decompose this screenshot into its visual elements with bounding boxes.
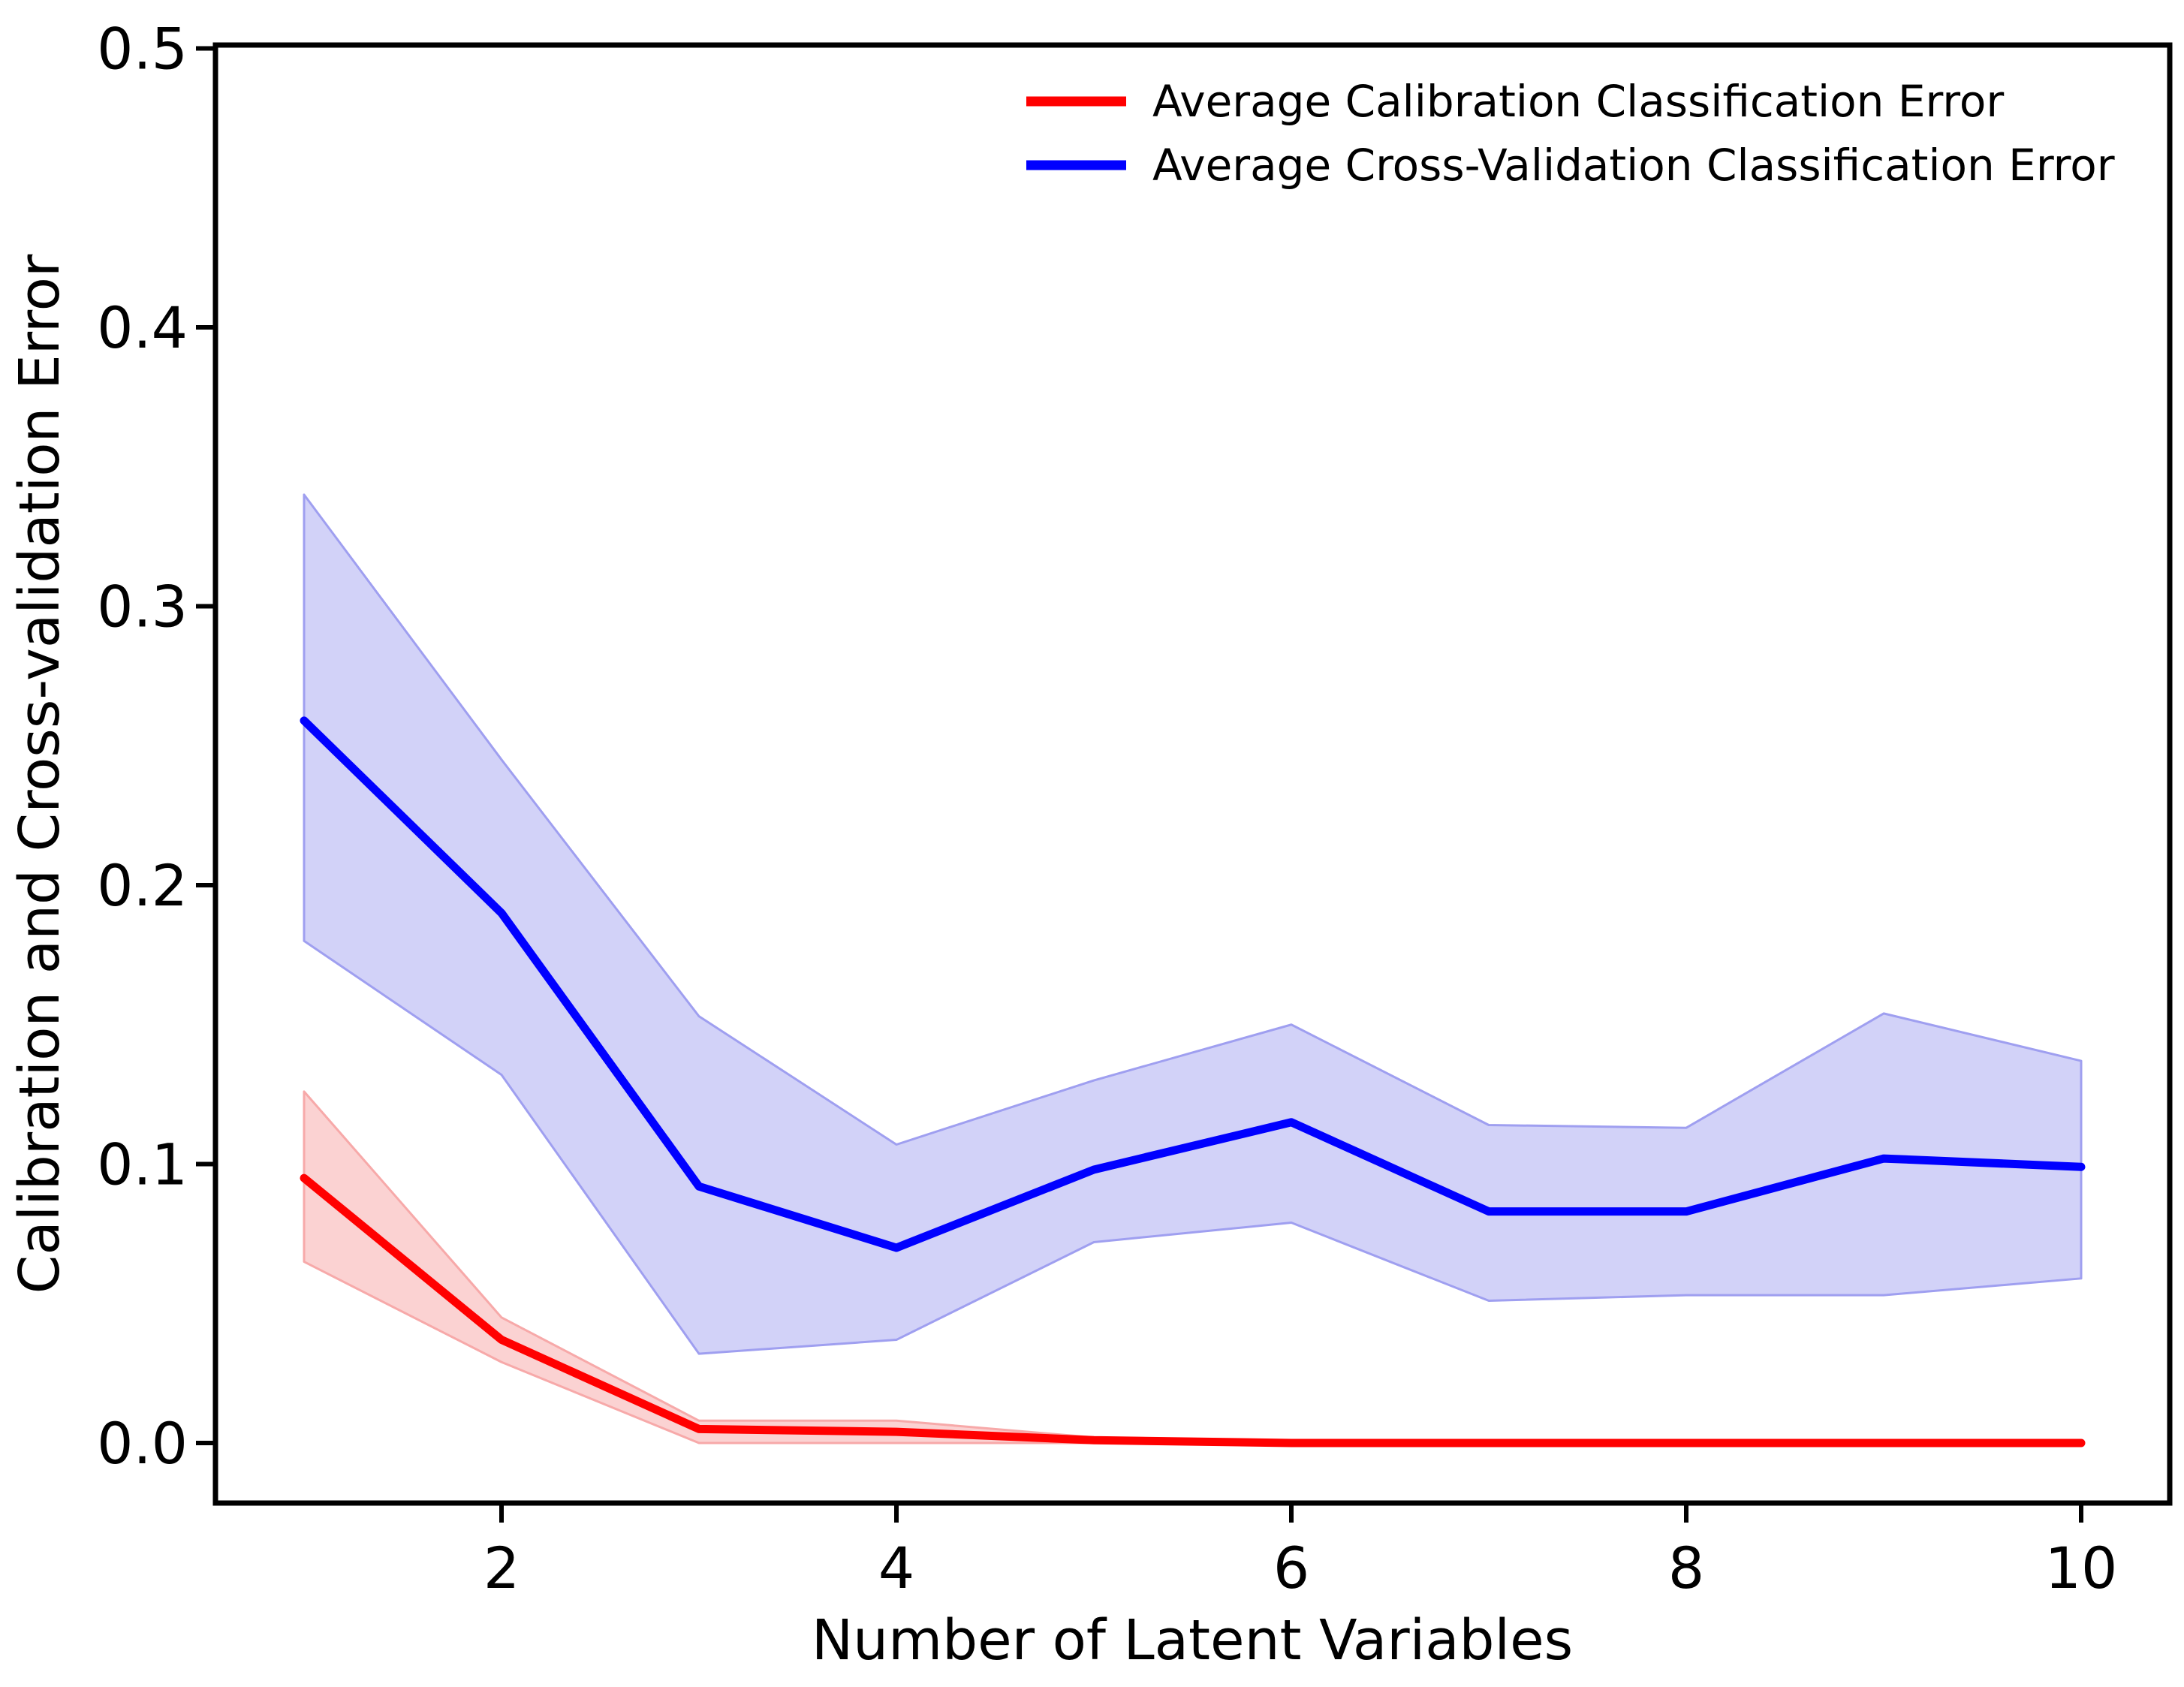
y-axis-label: Calibration and Cross-validation Error	[8, 254, 72, 1294]
x-tick-label: 10	[2045, 1535, 2118, 1601]
cross-validation-band	[303, 493, 2083, 1355]
y-tick-label: 0.1	[97, 1131, 188, 1198]
x-tick-label: 6	[1273, 1535, 1309, 1601]
y-tick-label: 0.4	[97, 294, 188, 361]
calibration-legend-label: Average Calibration Classification Error	[1152, 76, 2004, 127]
plot-area: 2 4 6 8 10 0.0 0.1 0.2 0.3 0.4 0.5	[97, 16, 2173, 1601]
axes-spines	[212, 42, 2173, 1506]
cross-validation-line	[300, 716, 2086, 1252]
y-tick-label: 0.0	[97, 1410, 188, 1477]
legend: Average Calibration Classification Error…	[1026, 76, 2115, 191]
y-tick-label: 0.5	[97, 16, 188, 83]
calibration-line	[300, 1173, 2086, 1448]
x-axis-label: Number of Latent Variables	[812, 1608, 1573, 1673]
x-tick-label: 2	[483, 1535, 520, 1601]
cross-validation-legend-label: Average Cross-Validation Classification …	[1152, 140, 2115, 191]
y-tick-label: 0.2	[97, 852, 188, 919]
x-tick-label: 8	[1668, 1535, 1704, 1601]
x-tick-label: 4	[878, 1535, 914, 1601]
y-tick-label: 0.3	[97, 574, 188, 640]
